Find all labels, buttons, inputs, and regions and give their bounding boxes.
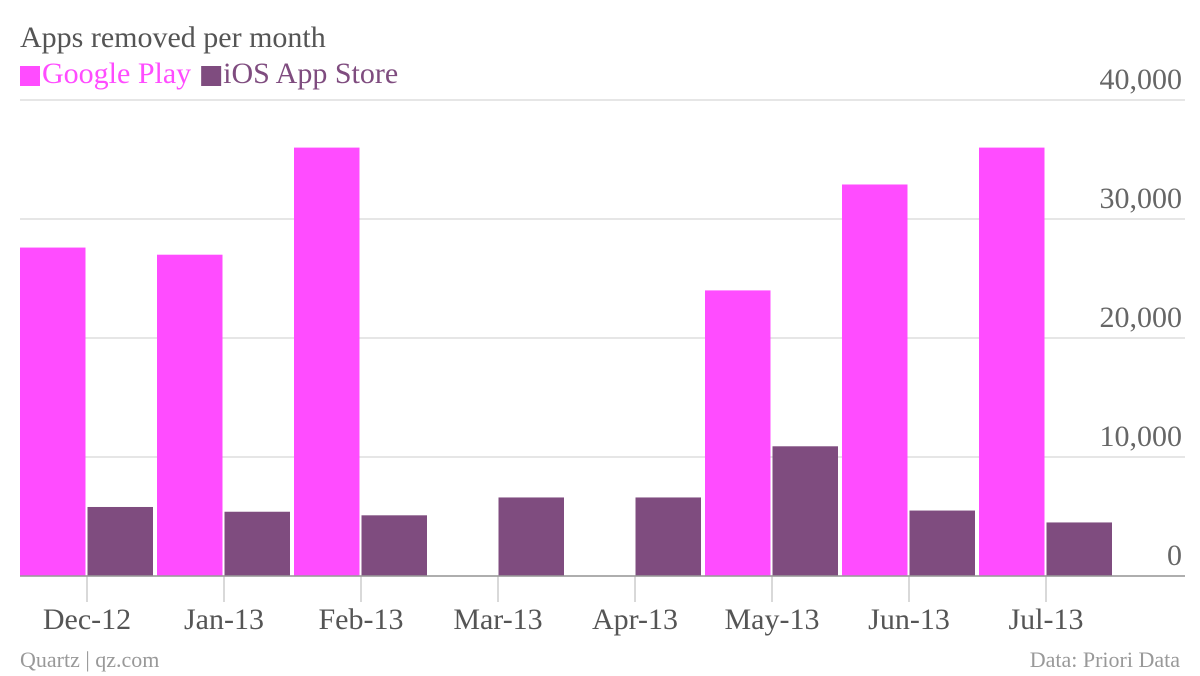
bar [772,446,838,576]
x-tick-label: Dec-12 [43,603,131,636]
x-tick-label: Feb-13 [319,603,404,636]
bar [157,254,223,576]
x-tick-label: Apr-13 [592,603,678,636]
bar [20,247,86,576]
legend-swatch [20,66,40,86]
bar [224,511,290,576]
bar [1046,522,1112,576]
y-tick-label: 10,000 [1100,420,1183,453]
y-tick-label: 20,000 [1100,301,1183,334]
x-tick-label: Mar-13 [453,603,542,636]
bar [705,290,771,576]
source-right: Data: Priori Data [1030,647,1181,672]
x-tick-label: Jun-13 [868,603,950,636]
y-tick-label: 0 [1167,539,1182,572]
bar [498,497,564,576]
bar [294,147,360,576]
x-tick-label: Jan-13 [184,603,264,636]
bar [361,515,427,576]
source-left: Quartz | qz.com [20,647,159,672]
x-tick-label: May-13 [725,603,820,636]
bar [635,497,701,576]
x-tick-label: Jul-13 [1009,603,1084,636]
y-tick-label: 30,000 [1100,182,1183,215]
bar [87,506,153,576]
legend-swatch [201,66,222,86]
bar [979,147,1045,576]
legend-label: Google Play [42,57,191,90]
legend-label: iOS App Store [223,57,398,90]
chart-title: Apps removed per month [20,21,326,54]
bar [909,510,975,576]
y-tick-label: 40,000 [1100,63,1183,96]
bar [842,184,908,577]
